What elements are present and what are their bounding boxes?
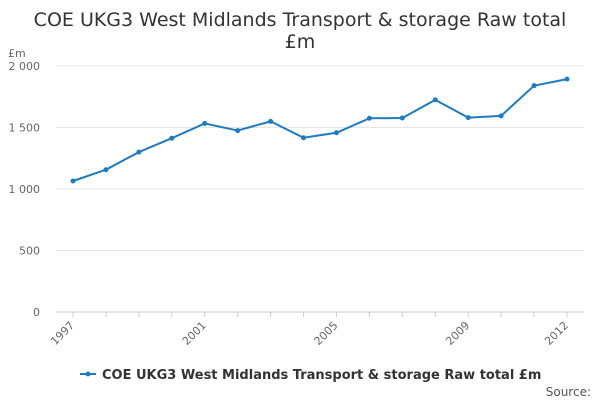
- x-tick-label: 2012: [542, 319, 571, 348]
- x-tick-label: 2009: [443, 319, 472, 348]
- data-point[interactable]: [136, 149, 142, 155]
- data-point[interactable]: [235, 128, 241, 134]
- data-point[interactable]: [268, 118, 274, 124]
- data-point[interactable]: [366, 115, 372, 121]
- data-point[interactable]: [70, 178, 76, 184]
- x-tick-label: 2001: [180, 319, 209, 348]
- data-point[interactable]: [432, 97, 438, 103]
- y-tick-label: 2 000: [9, 60, 41, 73]
- x-tick-label: 1997: [48, 319, 77, 348]
- data-point[interactable]: [301, 135, 307, 141]
- legend-label: COE UKG3 West Midlands Transport & stora…: [102, 368, 541, 383]
- data-point[interactable]: [564, 76, 570, 82]
- data-point[interactable]: [399, 115, 405, 121]
- chart-title-line-2: £m: [285, 31, 316, 53]
- chart-title-line-1: COE UKG3 West Midlands Transport & stora…: [34, 9, 567, 31]
- source-label[interactable]: Source:: [546, 385, 591, 399]
- data-point[interactable]: [333, 130, 339, 136]
- y-axis-unit-label: £m: [8, 47, 26, 60]
- data-point[interactable]: [531, 83, 537, 89]
- grid-lines: [56, 65, 584, 313]
- series-line[interactable]: [72, 78, 568, 182]
- y-axis-ticks: 0 500 1 000 1 500 2 000: [9, 60, 41, 319]
- data-point[interactable]: [202, 120, 208, 126]
- legend-point-marker: [85, 371, 91, 377]
- y-tick-label: 0: [33, 306, 40, 319]
- data-point[interactable]: [465, 115, 471, 121]
- data-point[interactable]: [498, 113, 504, 119]
- series-layer: [70, 76, 570, 184]
- x-tick-label: 2005: [312, 319, 341, 348]
- data-point[interactable]: [169, 135, 175, 141]
- y-tick-label: 1 500: [9, 122, 41, 135]
- y-tick-label: 1 000: [9, 183, 41, 196]
- data-point[interactable]: [103, 167, 109, 173]
- x-axis-ticks: 1997 2001 2005 2009 2012: [48, 312, 571, 348]
- legend[interactable]: COE UKG3 West Midlands Transport & stora…: [80, 368, 541, 383]
- y-tick-label: 500: [19, 245, 40, 258]
